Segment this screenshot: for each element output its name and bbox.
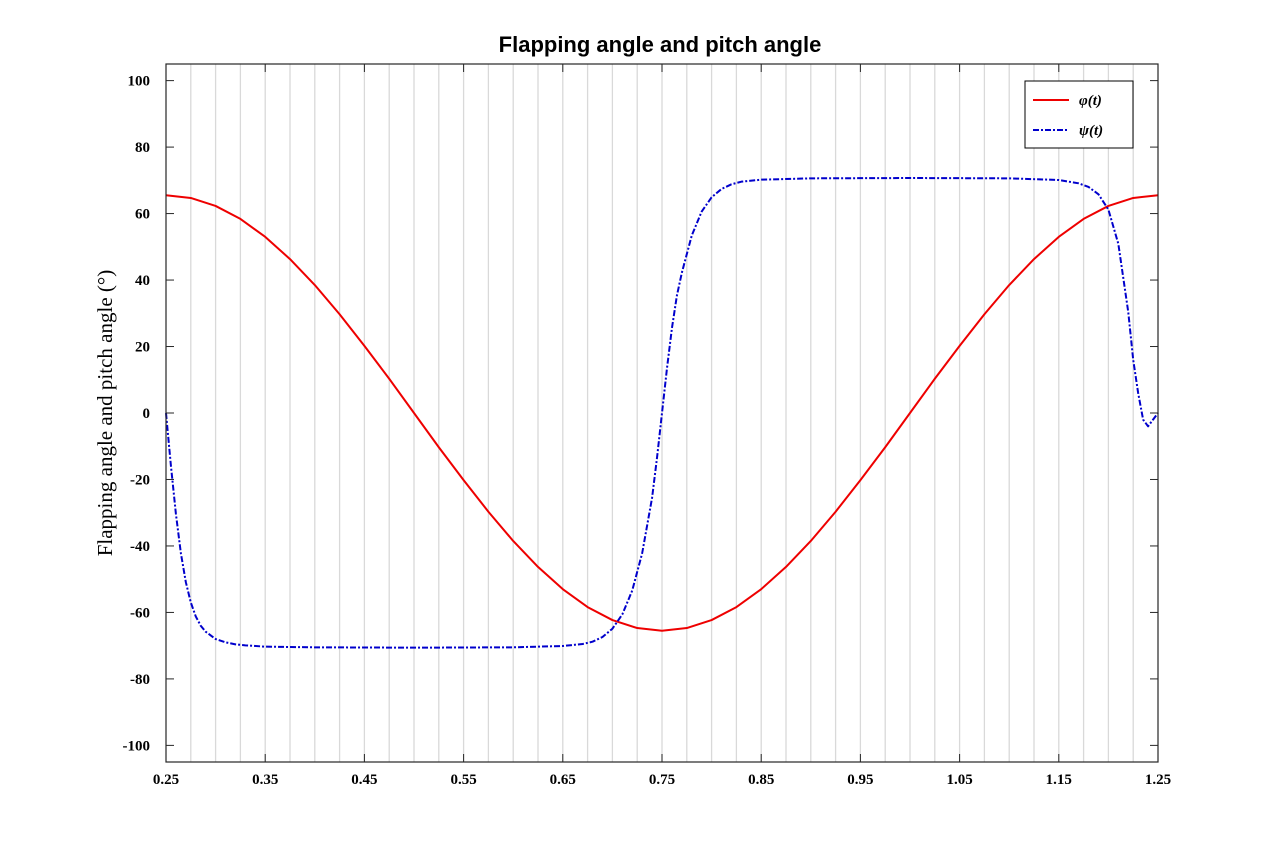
x-tick-label: 1.25 [1145,772,1171,788]
legend-label: φ(t) [1079,93,1102,109]
x-tick-label: 1.05 [946,772,972,788]
x-tick-label: 0.75 [649,772,675,788]
series-line-psi [165,177,1159,649]
legend: φ(t) ψ(t) [1024,80,1134,149]
series-line-phi [165,194,1159,632]
series-layer [165,177,1159,649]
y-tick-label: 40 [135,273,150,289]
y-tick-label: 20 [135,340,150,356]
y-tick-label: -60 [130,605,150,621]
x-tick-label: 0.35 [252,772,278,788]
y-axis-label: Flapping angle and pitch angle (°) [93,270,117,557]
y-tick-label: 80 [135,140,150,156]
y-tick-label: 60 [135,207,150,223]
axis-ticks: 0.25 0.35 0.45 0.55 0.65 0.75 0.85 0.95 1.05 1.15… [123,64,1171,788]
x-tick-label: 0.85 [748,772,774,788]
x-tick-label: 0.45 [351,772,377,788]
y-tick-label: -40 [130,539,150,555]
x-tick-label: 0.25 [153,772,179,788]
x-tick-label: 0.65 [550,772,576,788]
chart-title: Flapping angle and pitch angle [499,32,822,57]
x-tick-label: 1.15 [1046,772,1072,788]
x-tick-label: 0.95 [847,772,873,788]
legend-label: ψ(t) [1079,123,1103,139]
y-tick-label: 100 [128,74,151,90]
y-tick-label: -20 [130,472,150,488]
legend-box [1024,80,1134,149]
y-tick-label: 0 [143,406,151,422]
y-tick-label: -80 [130,672,150,688]
x-tick-label: 0.55 [450,772,476,788]
y-tick-label: -100 [123,738,151,754]
